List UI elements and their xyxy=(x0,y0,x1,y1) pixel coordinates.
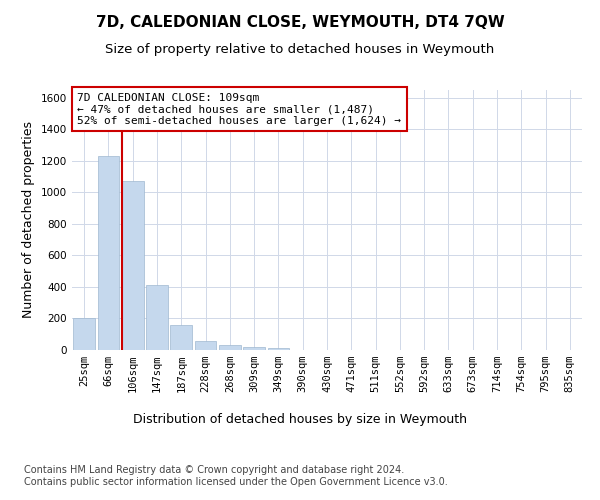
Text: Size of property relative to detached houses in Weymouth: Size of property relative to detached ho… xyxy=(106,42,494,56)
Bar xyxy=(73,318,95,350)
Text: Distribution of detached houses by size in Weymouth: Distribution of detached houses by size … xyxy=(133,412,467,426)
Bar xyxy=(97,156,119,350)
Bar xyxy=(122,182,143,350)
Bar xyxy=(243,347,265,350)
Text: 7D CALEDONIAN CLOSE: 109sqm
← 47% of detached houses are smaller (1,487)
52% of : 7D CALEDONIAN CLOSE: 109sqm ← 47% of det… xyxy=(77,92,401,126)
Bar xyxy=(268,348,289,350)
Bar xyxy=(146,286,168,350)
Bar xyxy=(219,346,241,350)
Bar xyxy=(170,325,192,350)
Text: Contains HM Land Registry data © Crown copyright and database right 2024.
Contai: Contains HM Land Registry data © Crown c… xyxy=(24,465,448,486)
Y-axis label: Number of detached properties: Number of detached properties xyxy=(22,122,35,318)
Bar xyxy=(194,340,217,350)
Text: 7D, CALEDONIAN CLOSE, WEYMOUTH, DT4 7QW: 7D, CALEDONIAN CLOSE, WEYMOUTH, DT4 7QW xyxy=(95,15,505,30)
